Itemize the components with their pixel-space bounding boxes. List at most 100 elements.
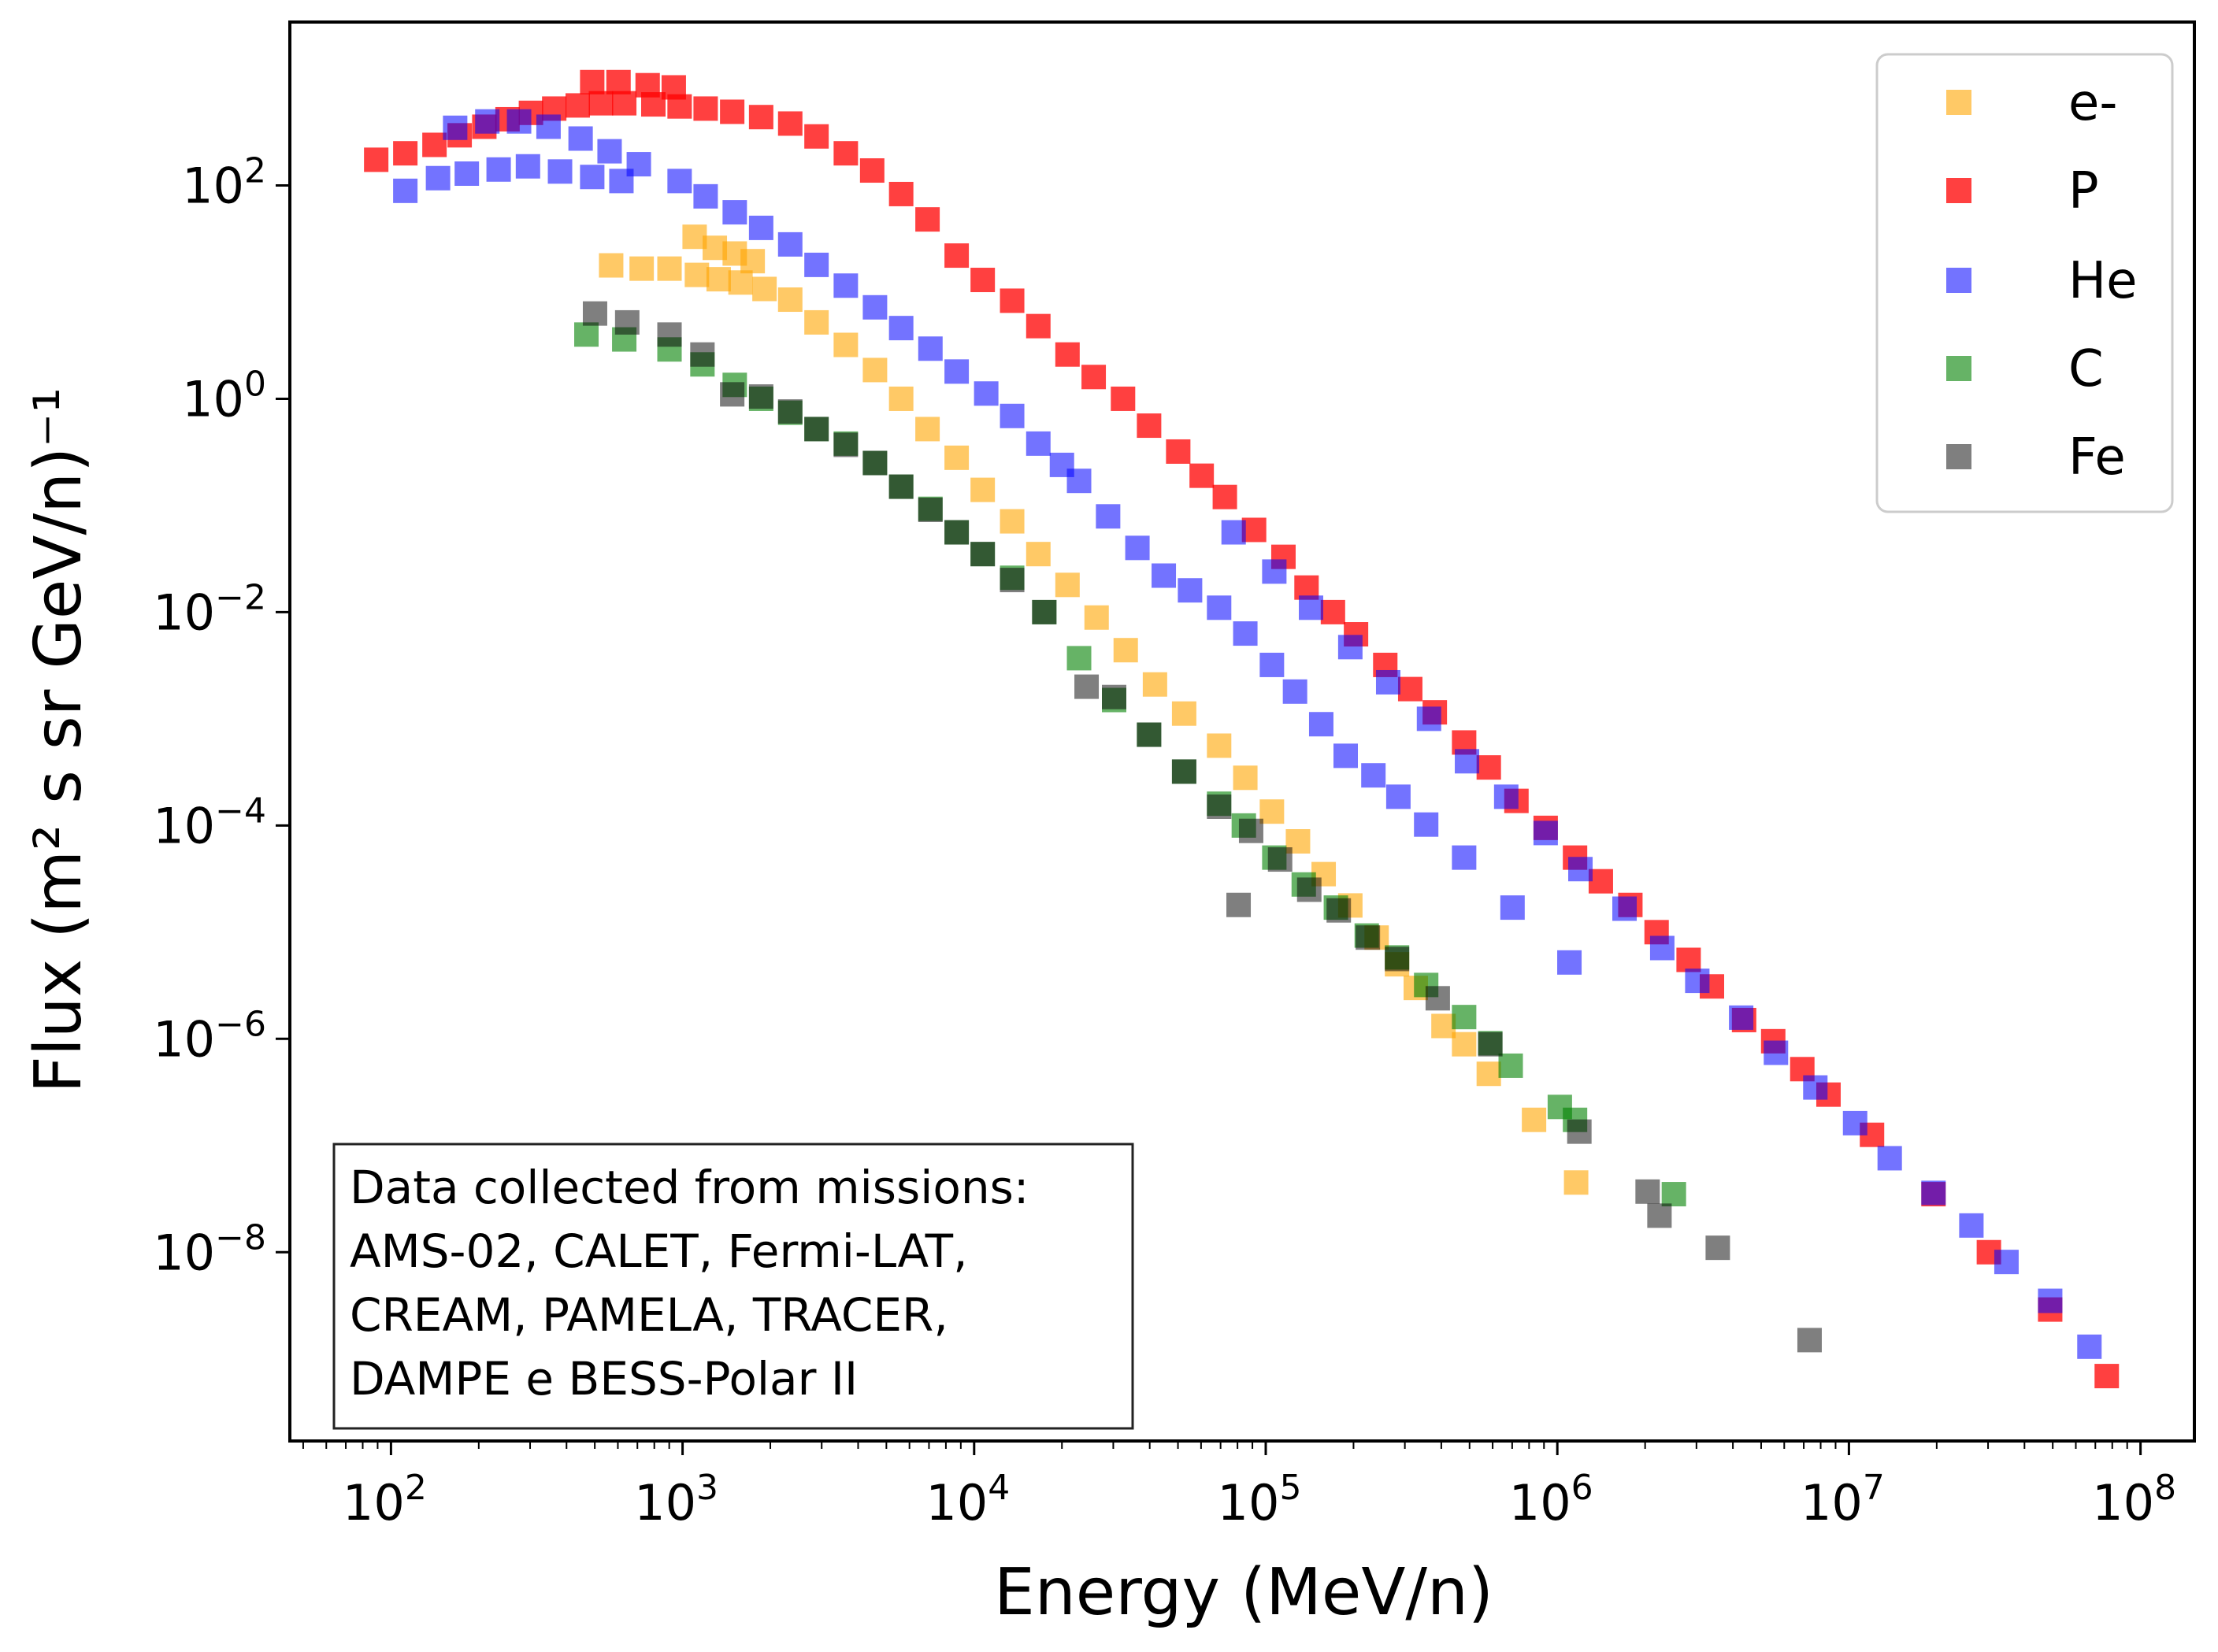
x-tick-label: 102 — [343, 1468, 427, 1532]
data-point — [833, 141, 859, 166]
data-point — [422, 132, 447, 157]
data-point — [1877, 1146, 1902, 1171]
data-point — [1661, 1182, 1686, 1207]
data-point — [720, 382, 745, 407]
data-point — [915, 207, 940, 232]
data-point — [862, 450, 888, 476]
data-point — [1635, 1179, 1660, 1204]
data-point — [443, 115, 468, 140]
data-point — [1207, 733, 1232, 758]
data-point — [888, 474, 914, 499]
legend-item: C — [1946, 340, 2104, 398]
data-point — [684, 262, 710, 287]
data-point — [1259, 652, 1285, 677]
data-point — [1337, 635, 1363, 660]
data-point — [1207, 595, 1232, 620]
data-point — [2094, 1364, 2120, 1389]
plot-frame — [288, 20, 2196, 1443]
data-point — [722, 200, 747, 225]
data-point — [1096, 504, 1121, 529]
missions-annotation: Data collected from missions: AMS-02, CA… — [332, 1143, 1134, 1430]
data-point — [580, 69, 605, 94]
data-point — [1478, 1032, 1503, 1057]
data-point — [1026, 542, 1051, 567]
data-point — [1238, 818, 1263, 843]
data-point — [506, 109, 532, 134]
data-point — [804, 252, 829, 277]
data-point — [728, 270, 753, 295]
data-point — [777, 399, 803, 424]
data-point — [1101, 684, 1126, 709]
y-axis-label: Flux (m² s sr GeV/n)⁻¹ — [21, 387, 96, 1093]
data-point — [1452, 845, 1477, 870]
legend: e- P He C Fe — [1875, 53, 2174, 513]
x-tick-label: 108 — [2092, 1468, 2176, 1532]
data-point — [580, 165, 605, 190]
data-point — [690, 342, 715, 367]
data-point — [706, 267, 731, 292]
annotation-box — [332, 1143, 1134, 1430]
legend-label: e- — [2068, 74, 2117, 132]
data-point — [720, 99, 745, 124]
data-point — [657, 322, 682, 347]
data-point — [804, 309, 829, 335]
data-point — [547, 159, 573, 184]
legend-box — [1875, 53, 2174, 513]
data-point — [1397, 676, 1422, 702]
data-point — [1000, 288, 1025, 313]
annotation-line: Data collected from missions: — [350, 1161, 1029, 1214]
data-point — [752, 276, 777, 302]
legend-marker-square — [1946, 90, 1971, 115]
data-point — [1452, 1005, 1477, 1030]
data-point — [1032, 599, 1057, 624]
data-point — [1111, 386, 1136, 411]
data-point — [454, 161, 480, 186]
data-point — [777, 287, 803, 313]
data-point — [833, 273, 859, 298]
y-tick-label: 102 — [182, 150, 266, 214]
data-point — [1233, 765, 1258, 791]
data-point — [1233, 621, 1258, 646]
data-point — [748, 215, 773, 240]
data-point — [597, 139, 622, 164]
legend-label: He — [2068, 252, 2138, 310]
data-point — [918, 336, 943, 361]
data-point — [1000, 568, 1025, 593]
data-point — [1282, 679, 1307, 704]
data-point — [777, 232, 803, 257]
data-point — [606, 69, 631, 94]
data-point — [888, 181, 914, 206]
data-point — [1647, 1203, 1672, 1228]
data-point — [588, 91, 614, 116]
data-point — [1476, 755, 1501, 780]
data-point — [944, 520, 970, 545]
x-axis-label: Energy (MeV/n) — [994, 1555, 1493, 1630]
annotation-line: CREAM, PAMELA, TRACER, — [350, 1288, 948, 1342]
data-point — [1189, 463, 1215, 488]
data-point — [626, 152, 651, 177]
x-tick-label: 106 — [1509, 1468, 1593, 1532]
data-point — [1994, 1250, 2019, 1275]
data-point — [1842, 1110, 1867, 1135]
data-point — [629, 256, 655, 281]
x-tick-label: 103 — [634, 1468, 718, 1532]
annotation-line: AMS-02, CALET, Fermi-LAT, — [350, 1224, 968, 1278]
data-point — [970, 542, 996, 567]
legend-marker-square — [1946, 268, 1971, 293]
data-point — [1137, 413, 1162, 439]
legend-marker-square — [1946, 178, 1971, 203]
data-point — [1385, 784, 1411, 809]
legend-marker-square — [1946, 356, 1971, 381]
data-point — [1296, 877, 1322, 902]
data-point — [1026, 313, 1051, 339]
data-point — [1081, 365, 1107, 390]
data-point — [974, 381, 999, 406]
data-point — [1498, 1053, 1523, 1078]
data-point — [1026, 431, 1051, 456]
data-point — [1921, 1180, 1946, 1206]
data-point — [1055, 572, 1080, 598]
data-point — [1221, 520, 1246, 545]
data-point — [970, 268, 996, 293]
data-point — [515, 154, 540, 179]
